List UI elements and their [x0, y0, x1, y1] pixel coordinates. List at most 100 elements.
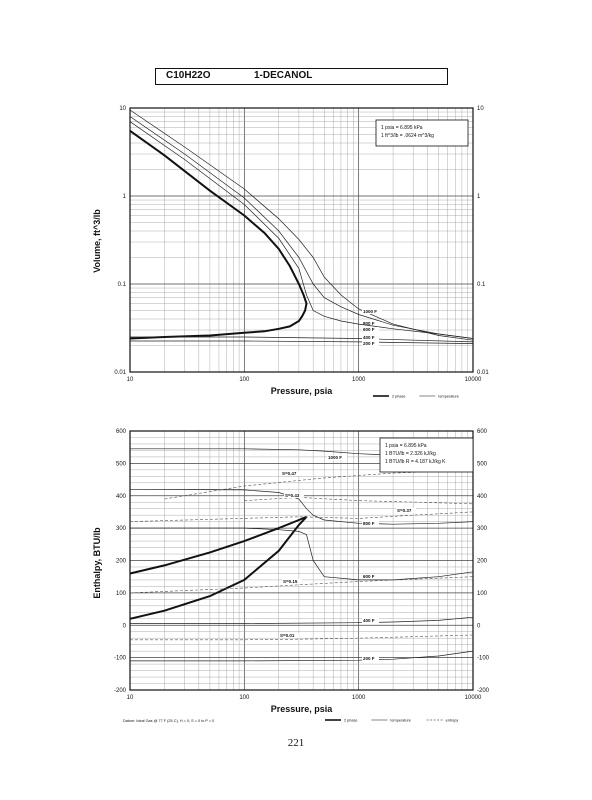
x-tick-label: 1000	[352, 377, 366, 383]
legend-label: temperature	[390, 719, 410, 723]
curve-label-bg	[362, 327, 379, 332]
curve-label: S=0.01	[280, 633, 295, 638]
isotherm-line	[130, 650, 474, 662]
title-box: C10H22O 1-DECANOL	[155, 68, 448, 85]
y-tick-label-right: 0	[477, 623, 481, 629]
y-tick-label-right: -100	[477, 656, 490, 662]
curve-label-bg	[396, 508, 416, 513]
x-tick-label: 100	[239, 377, 250, 383]
plot-frame	[129, 430, 474, 691]
curve-label: 800 F	[363, 521, 375, 526]
y-tick-label-right: 600	[477, 429, 488, 435]
curve-label: 800 F	[363, 321, 375, 326]
y-tick-label-left: -200	[114, 688, 127, 694]
y-tick-label-left: 300	[116, 526, 127, 532]
y-tick-label-right: 400	[477, 494, 488, 500]
curve-label-bg	[281, 471, 301, 476]
conversion-note: 1 psia = 6.895 kPa	[381, 125, 423, 131]
curve-label-bg	[362, 335, 379, 340]
y-tick-label-right: 0.01	[477, 370, 489, 376]
curve-label-bg	[362, 656, 379, 661]
y-tick-label-right: 500	[477, 461, 488, 467]
curve-label-bg	[279, 633, 299, 638]
entropy-line	[164, 469, 474, 500]
y-tick-label-right: 10	[477, 106, 484, 112]
legend-label: 2 phase	[392, 395, 406, 399]
x-tick-label: 100	[239, 695, 250, 701]
curve-label-bg	[362, 618, 379, 623]
y-tick-label-left: 400	[116, 494, 127, 500]
y-tick-label-left: 500	[116, 461, 127, 467]
isotherm-line	[129, 116, 474, 339]
chemical-formula: C10H22O	[166, 70, 211, 81]
curve-label-bg	[327, 455, 347, 460]
datum-footnote: Datum: Ideal Gas @ 77 F (25 C), H = 0, S…	[123, 719, 214, 723]
conversion-note: 1 psia = 6.895 kPa	[385, 443, 427, 449]
y-tick-label-right: 100	[477, 591, 488, 597]
conversion-note: 1 ft^3/lb = .0624 m^3/kg	[381, 133, 434, 139]
curve-label-bg	[362, 341, 379, 346]
curve-label-bg	[362, 321, 379, 326]
y-tick-label-left: 200	[116, 559, 127, 565]
y-tick-label-left: -100	[114, 656, 127, 662]
legend-label: entropy	[446, 719, 459, 723]
y-tick-label-left: 0.1	[118, 282, 127, 288]
curve-label: 200 F	[363, 341, 375, 346]
curve-label: 400 F	[363, 335, 375, 340]
x-tick-label: 1000	[352, 695, 366, 701]
conversion-note-box	[379, 437, 474, 473]
y-tick-label-left: 1	[123, 194, 127, 200]
curve-label: 600 F	[363, 327, 375, 332]
entropy-line	[244, 497, 474, 505]
y-tick-label-left: 600	[116, 429, 127, 435]
x-tick-label: 10000	[465, 695, 482, 701]
entropy-line	[129, 576, 474, 594]
y-tick-label-right: 200	[477, 559, 488, 565]
x-axis-label: Pressure, psia	[271, 704, 334, 714]
isotherm-line	[130, 527, 474, 581]
conversion-note: 1 BTU/lb = 2.326 kJ/kg	[385, 451, 436, 457]
x-tick-label: 10	[127, 377, 134, 383]
y-axis-label: Enthalpy, BTU/lb	[92, 527, 102, 599]
curve-label: 1000 F	[363, 309, 377, 314]
isotherm-line	[130, 340, 474, 344]
y-tick-label-left: 0	[123, 623, 127, 629]
curve-label-bg	[284, 493, 304, 498]
curve-label: S=0.37	[397, 508, 412, 513]
y-tick-label-left: 100	[116, 591, 127, 597]
y-tick-label-left: 10	[119, 106, 126, 112]
curve-label-bg	[362, 574, 379, 579]
entropy-line	[129, 511, 474, 522]
isotherm-line	[129, 109, 474, 341]
curve-label: S=0.47	[282, 471, 297, 476]
y-tick-label-right: 0.1	[477, 282, 486, 288]
curve-label: S=0.43	[285, 493, 300, 498]
isotherm-line	[129, 121, 474, 339]
plot-frame	[129, 107, 474, 373]
isotherm-line	[130, 616, 474, 624]
y-axis-label: Volume, ft^3/lb	[92, 209, 102, 273]
x-axis-label: Pressure, psia	[271, 386, 334, 396]
y-tick-label-right: 1	[477, 194, 481, 200]
y-tick-label-left: 0.01	[114, 370, 126, 376]
conversion-note-box	[375, 119, 469, 147]
page-number: 221	[287, 737, 305, 749]
entropy-line	[130, 634, 474, 641]
x-tick-label: 10	[127, 695, 134, 701]
legend-label: 2 phase	[344, 719, 358, 723]
curve-label-bg	[282, 579, 302, 584]
curve-label: 200 F	[363, 656, 375, 661]
curve-label: 1000 F	[328, 455, 342, 460]
curve-label-bg	[362, 521, 379, 526]
x-tick-label: 10000	[465, 377, 482, 383]
y-tick-label-right: 300	[477, 526, 488, 532]
isotherm-line	[129, 488, 474, 525]
curve-label: S=0.15	[283, 579, 298, 584]
isotherm-line	[130, 336, 474, 343]
legend-label: temperature	[438, 395, 458, 399]
conversion-note: 1 BTU/lb R = 4.187 kJ/kg K	[385, 459, 446, 465]
two-phase-curve	[129, 515, 308, 620]
